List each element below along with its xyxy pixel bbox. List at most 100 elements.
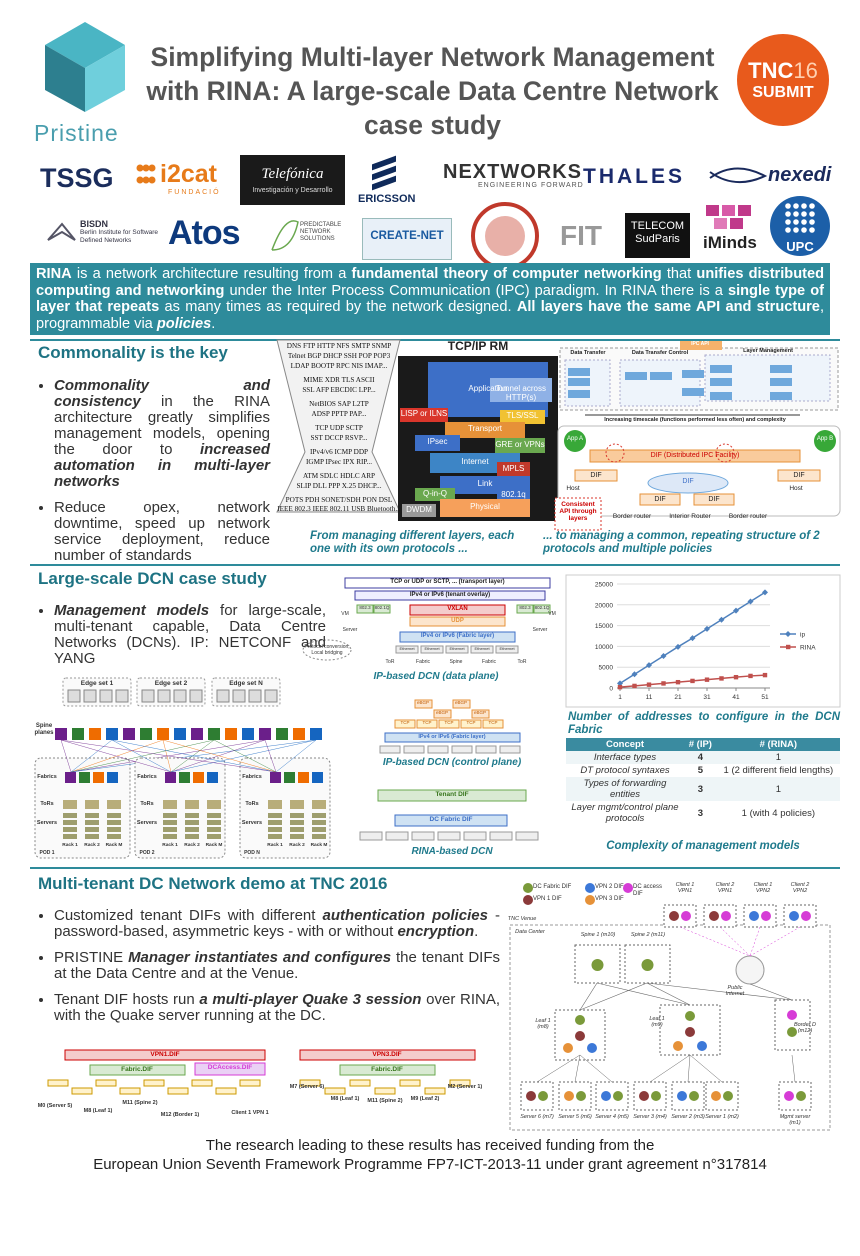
protocol-box bbox=[384, 732, 521, 743]
tor-switch bbox=[107, 800, 121, 809]
diagram-label: DIF bbox=[793, 472, 805, 479]
protocol-box bbox=[354, 590, 546, 601]
diagram-label: Layer Management bbox=[743, 348, 793, 354]
server-node bbox=[558, 1081, 592, 1111]
diagram-label: Data Transfer Control bbox=[631, 350, 689, 356]
node-dot bbox=[789, 911, 799, 921]
spine-switch bbox=[276, 728, 288, 740]
diagram-label: TCP or UDP or SCTP, ... (transport layer… bbox=[390, 579, 505, 585]
server bbox=[290, 827, 304, 832]
diagram-label: 802.3 bbox=[359, 605, 371, 610]
node-dot bbox=[575, 1015, 585, 1025]
logo-stripe bbox=[372, 165, 396, 181]
table-cell: 5 bbox=[697, 765, 703, 776]
dif-box bbox=[89, 1064, 186, 1076]
protocol-box bbox=[409, 616, 506, 627]
dif-box bbox=[299, 1049, 476, 1061]
logo-stripe bbox=[372, 175, 396, 191]
diagram-label: M11 (Spine 2) bbox=[122, 1100, 158, 1106]
table-cell: DT protocol syntaxes bbox=[580, 765, 670, 776]
diagram-label: IPv4 or IPv6 (Fabric layer) bbox=[418, 734, 486, 740]
stack-box bbox=[324, 1087, 346, 1095]
data-point bbox=[617, 680, 623, 687]
client-node bbox=[663, 904, 697, 928]
diagram-label: Fabrics bbox=[242, 774, 262, 780]
fabric-switch bbox=[193, 772, 204, 783]
text-run: as many times as required by the network… bbox=[159, 299, 517, 316]
logo-block bbox=[706, 205, 719, 216]
protocol-line: MIME XDR TLS ASCII bbox=[303, 376, 375, 384]
fabric-switch bbox=[298, 772, 309, 783]
logo-dot bbox=[809, 227, 815, 233]
server bbox=[107, 834, 121, 839]
pod bbox=[34, 757, 131, 859]
server bbox=[185, 834, 199, 839]
diagram-label: Server bbox=[342, 627, 358, 633]
spine-switch bbox=[293, 728, 305, 740]
diagram-label: Rack 1 bbox=[267, 843, 283, 848]
data-point bbox=[719, 676, 724, 681]
node-dot bbox=[784, 1091, 794, 1101]
text-run: Customized tenant DIFs with different bbox=[54, 907, 323, 924]
server bbox=[163, 834, 177, 839]
data-point bbox=[661, 681, 666, 686]
diagram-title: TCP/IP RM bbox=[447, 339, 509, 353]
x-tick-label: 31 bbox=[703, 694, 711, 701]
diagram-label: Rack M bbox=[310, 843, 328, 848]
client-node bbox=[783, 904, 817, 928]
server bbox=[312, 827, 326, 832]
poster-title: Simplifying Multi-layer Network Manageme… bbox=[146, 42, 719, 140]
diagram-label: Server 4 (m5) bbox=[595, 1114, 629, 1120]
server bbox=[163, 820, 177, 825]
ethernet-box bbox=[445, 645, 469, 654]
diagram-label: IPC API bbox=[691, 341, 709, 347]
server bbox=[63, 834, 77, 839]
diagram-label: Public Internet bbox=[725, 985, 745, 998]
text-run: a multi-player Quake 3 session bbox=[199, 991, 422, 1008]
protocol-line: DNS FTP HTTP NFS SMTP SNMP bbox=[286, 342, 392, 350]
stack-box bbox=[95, 1079, 117, 1087]
diagram-label: Fabrics bbox=[137, 774, 157, 780]
logo-seal bbox=[485, 216, 525, 256]
partner-logo: ERICSSON bbox=[358, 193, 416, 205]
partner-logo: BISDN bbox=[80, 219, 109, 229]
diagram-label: eBGP bbox=[416, 700, 429, 705]
spine-switch bbox=[191, 728, 203, 740]
text-run: is a network architecture resulting from… bbox=[71, 266, 352, 282]
logo-dot bbox=[785, 219, 791, 225]
uplink bbox=[70, 739, 215, 773]
protocol-line: Telnet BGP DHCP SSH POP POP3 bbox=[287, 352, 391, 360]
data-point bbox=[617, 684, 623, 690]
diagram-label: Server 1 (m2) bbox=[705, 1114, 739, 1120]
protocol-line: TCP UDP SCTP bbox=[315, 424, 363, 432]
partner-sub: Berlin Institute for Software Defined Ne… bbox=[80, 229, 159, 244]
tor-switch bbox=[63, 800, 77, 809]
protocol-line: IGMP IPsec IPX RIP... bbox=[305, 458, 373, 466]
server-node bbox=[705, 1081, 739, 1111]
node-dot bbox=[787, 1027, 797, 1037]
function-box bbox=[568, 378, 590, 386]
function-group bbox=[619, 359, 701, 407]
dif-box bbox=[639, 493, 681, 506]
diagram-label: VPN 1 DIF bbox=[533, 896, 562, 902]
partner-logo: TELECOM bbox=[630, 220, 685, 232]
stack-layer bbox=[415, 488, 455, 501]
text-run: policies bbox=[156, 315, 212, 332]
text-run: that bbox=[661, 266, 697, 282]
table-cell: 1 bbox=[775, 752, 781, 763]
diagram-label: IP-based DCN (data plane) bbox=[373, 671, 499, 682]
partner-box bbox=[362, 218, 452, 260]
logo-dot bbox=[793, 211, 799, 217]
server bbox=[85, 834, 99, 839]
diagram-label: TCP bbox=[488, 720, 498, 725]
server bbox=[207, 834, 221, 839]
server bbox=[63, 827, 77, 832]
diagram-label: POD 1 bbox=[39, 850, 55, 856]
diagram-label: DC Fabric DIF bbox=[533, 884, 572, 890]
stack-box bbox=[449, 1079, 471, 1087]
stack-layer bbox=[495, 438, 545, 453]
diagram-label: App B bbox=[816, 436, 834, 442]
badge-circle bbox=[737, 34, 829, 126]
diagram-label: DCAccess.DIF bbox=[207, 1064, 253, 1071]
